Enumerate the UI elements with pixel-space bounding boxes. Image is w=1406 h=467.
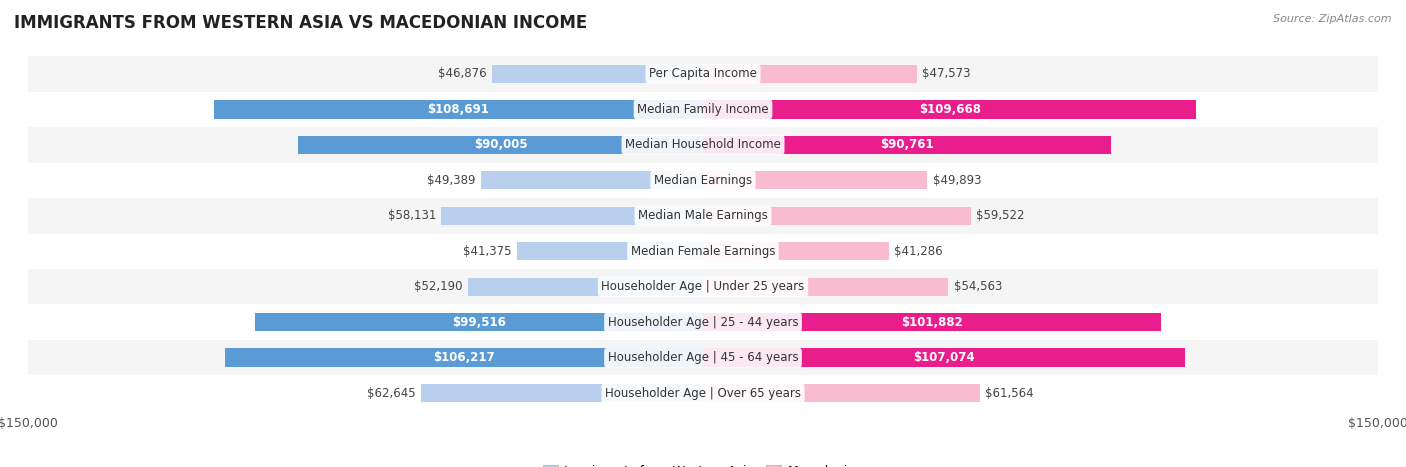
Text: $90,761: $90,761: [880, 138, 934, 151]
Text: $41,286: $41,286: [894, 245, 943, 258]
Bar: [28, 375, 1378, 411]
Text: $47,573: $47,573: [922, 67, 972, 80]
Bar: [703, 206, 970, 225]
Text: Householder Age | 45 - 64 years: Householder Age | 45 - 64 years: [607, 351, 799, 364]
Text: $62,645: $62,645: [367, 387, 416, 400]
Bar: [28, 198, 1378, 234]
Text: $46,876: $46,876: [439, 67, 486, 80]
Text: $41,375: $41,375: [463, 245, 512, 258]
Text: IMMIGRANTS FROM WESTERN ASIA VS MACEDONIAN INCOME: IMMIGRANTS FROM WESTERN ASIA VS MACEDONI…: [14, 14, 588, 32]
Bar: [28, 56, 1378, 92]
Bar: [225, 348, 703, 367]
Bar: [703, 100, 1197, 119]
Bar: [492, 64, 703, 83]
Bar: [703, 313, 1161, 332]
Text: $101,882: $101,882: [901, 316, 963, 329]
Legend: Immigrants from Western Asia, Macedonian: Immigrants from Western Asia, Macedonian: [537, 460, 869, 467]
Bar: [28, 304, 1378, 340]
Bar: [28, 234, 1378, 269]
Text: Per Capita Income: Per Capita Income: [650, 67, 756, 80]
Bar: [703, 242, 889, 261]
Bar: [441, 206, 703, 225]
Text: $49,389: $49,389: [427, 174, 475, 187]
Text: Source: ZipAtlas.com: Source: ZipAtlas.com: [1274, 14, 1392, 24]
Bar: [703, 384, 980, 403]
Bar: [28, 269, 1378, 304]
Bar: [214, 100, 703, 119]
Bar: [481, 171, 703, 190]
Text: $61,564: $61,564: [986, 387, 1033, 400]
Bar: [256, 313, 703, 332]
Bar: [28, 340, 1378, 375]
Text: $52,190: $52,190: [415, 280, 463, 293]
Bar: [28, 127, 1378, 163]
Bar: [28, 163, 1378, 198]
Text: Median Household Income: Median Household Income: [626, 138, 780, 151]
Bar: [422, 384, 703, 403]
Text: Median Male Earnings: Median Male Earnings: [638, 209, 768, 222]
Text: Householder Age | Under 25 years: Householder Age | Under 25 years: [602, 280, 804, 293]
Bar: [703, 135, 1111, 154]
Text: Householder Age | 25 - 44 years: Householder Age | 25 - 44 years: [607, 316, 799, 329]
Text: $59,522: $59,522: [976, 209, 1025, 222]
Text: $109,668: $109,668: [918, 103, 981, 116]
Bar: [703, 277, 949, 296]
Text: $49,893: $49,893: [932, 174, 981, 187]
Text: $107,074: $107,074: [912, 351, 974, 364]
Bar: [703, 171, 928, 190]
Bar: [517, 242, 703, 261]
Text: $106,217: $106,217: [433, 351, 495, 364]
Text: $108,691: $108,691: [427, 103, 489, 116]
Text: $58,131: $58,131: [388, 209, 436, 222]
Bar: [468, 277, 703, 296]
Bar: [703, 64, 917, 83]
Text: Householder Age | Over 65 years: Householder Age | Over 65 years: [605, 387, 801, 400]
Text: $90,005: $90,005: [474, 138, 527, 151]
Text: $99,516: $99,516: [453, 316, 506, 329]
Bar: [298, 135, 703, 154]
Text: Median Earnings: Median Earnings: [654, 174, 752, 187]
Bar: [703, 348, 1185, 367]
Text: Median Female Earnings: Median Female Earnings: [631, 245, 775, 258]
Bar: [28, 92, 1378, 127]
Text: Median Family Income: Median Family Income: [637, 103, 769, 116]
Text: $54,563: $54,563: [953, 280, 1002, 293]
